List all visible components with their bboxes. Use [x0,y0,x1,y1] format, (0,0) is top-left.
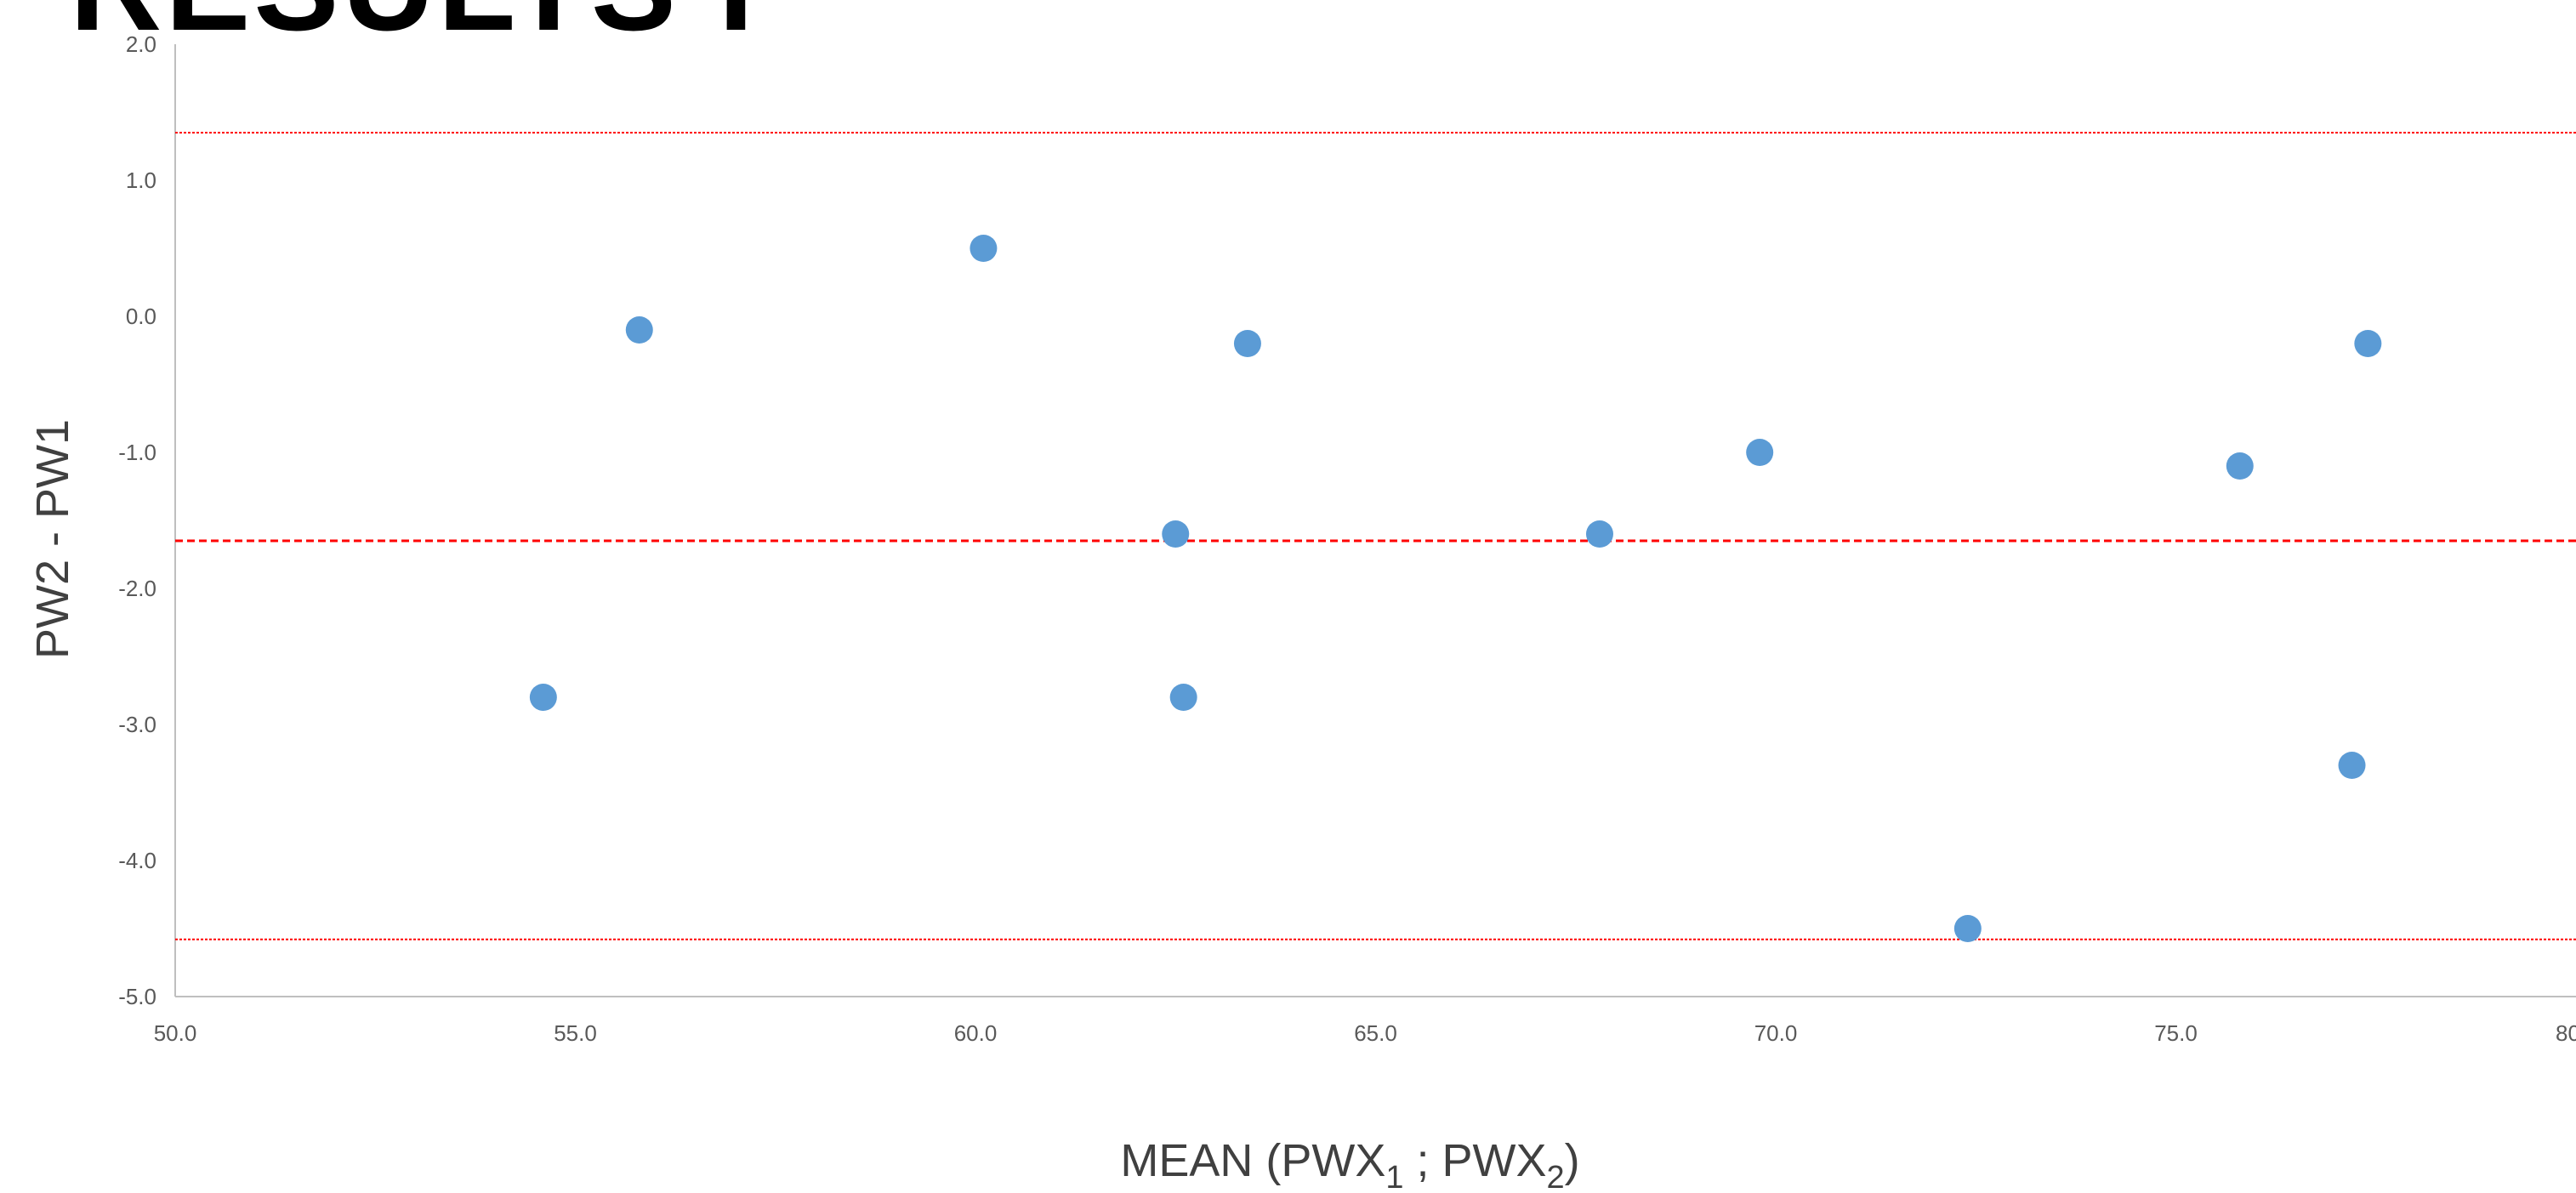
data-point [1746,439,1774,466]
data-point [1169,684,1197,711]
y-tick-label: -2.0 [118,576,156,601]
x-tick-label: 60.0 [954,1020,998,1046]
reference-lines [175,132,2576,940]
x-tick-label: 75.0 [2154,1020,2198,1046]
data-point [2354,330,2382,357]
y-tick-label: -5.0 [118,984,156,1009]
data-point [1953,915,1982,942]
x-tick-labels: 50.0 55.0 60.0 65.0 70.0 75.0 80.0 [154,1020,2576,1046]
data-point [2338,752,2366,779]
data-point [1233,330,1261,357]
data-point [529,684,557,711]
data-point [625,316,653,344]
y-tick-label: 2.0 [126,31,156,57]
x-tick-label: 70.0 [1754,1020,1798,1046]
x-tick-label: 50.0 [154,1020,197,1046]
data-point [2226,452,2254,480]
y-tick-label: -4.0 [118,848,156,873]
y-tick-label: -1.0 [118,440,156,465]
y-axis-title: PW2 - PW1 [27,419,78,659]
data-points [529,235,2382,942]
y-tick-label: 0.0 [126,304,156,329]
data-point [970,235,998,262]
x-axis-title: MEAN (PWX1 ; PWX2) [1120,1135,1579,1193]
y-tick-labels: 2.0 1.0 0.0 -1.0 -2.0 -3.0 -4.0 -5.0 [118,31,156,1009]
data-point [1585,520,1613,548]
y-tick-label: -3.0 [118,712,156,737]
plot-frame [174,44,2576,997]
data-point [1162,520,1190,548]
page-title: RESULTS I [70,0,757,49]
y-tick-label: 1.0 [126,168,156,193]
x-tick-label: 55.0 [554,1020,597,1046]
x-tick-label: 65.0 [1354,1020,1397,1046]
x-tick-label: 80.0 [2556,1020,2576,1046]
